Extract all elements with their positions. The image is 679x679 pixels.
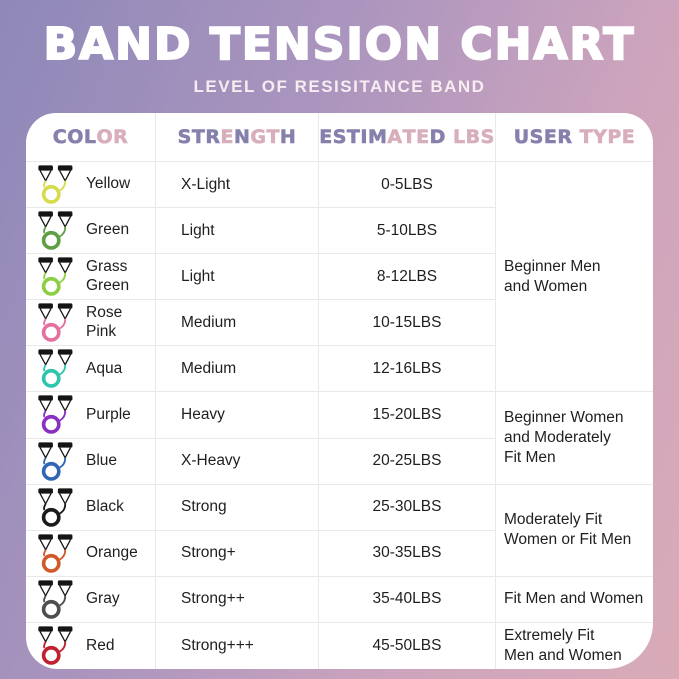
strength-cell-grass-green: Light <box>156 254 319 301</box>
strength-cell-green: Light <box>156 208 319 255</box>
strength-cell-red: Strong+++ <box>156 622 319 669</box>
color-cell-orange: Orange <box>26 530 156 577</box>
lbs-cell-gray: 35-40LBS <box>319 576 496 623</box>
masthead: BAND TENSION CHART LEVEL OF RESISITANCE … <box>0 0 679 113</box>
strength-cell-orange: Strong+ <box>156 530 319 577</box>
lbs-cell-rose-pink: 10-15LBS <box>319 300 496 347</box>
resistance-band-icon <box>38 395 73 435</box>
user-type-cell-5: Extremely Fit Men and Women <box>504 627 622 664</box>
page-subtitle: LEVEL OF RESISITANCE BAND <box>193 76 486 96</box>
color-cell-blue: Blue <box>26 438 156 485</box>
user-type-cell-4: Fit Men and Women <box>496 577 653 623</box>
color-name: Aqua <box>86 359 123 377</box>
resistance-band-icon <box>38 580 73 619</box>
color-name: Orange <box>86 543 138 561</box>
resistance-band-icon <box>38 442 73 481</box>
strength-cell-yellow: X-Light <box>156 162 319 209</box>
color-name: Grass Green <box>86 258 130 294</box>
color-cell-green: Green <box>26 208 156 255</box>
lbs-cell-aqua: 12-16LBS <box>319 346 496 393</box>
color-name: Gray <box>86 590 120 608</box>
color-name: Blue <box>86 451 118 469</box>
color-name: Purple <box>86 405 131 423</box>
page-title: BAND TENSION CHART <box>43 18 636 70</box>
color-cell-rose-pink: Rose Pink <box>26 300 156 347</box>
lbs-cell-green: 5-10LBS <box>319 208 496 255</box>
resistance-band-icon <box>38 211 73 250</box>
lbs-cell-orange: 30-35LBS <box>319 530 496 577</box>
resistance-band-icon <box>38 165 73 204</box>
user-type-cell-2: Beginner Women and Moderately Fit Men <box>496 392 653 485</box>
color-cell-purple: Purple <box>26 392 156 439</box>
strength-cell-purple: Heavy <box>156 392 319 439</box>
color-name: Red <box>86 636 115 654</box>
lbs-cell-red: 45-50LBS <box>319 622 496 669</box>
lbs-cell-yellow: 0-5LBS <box>319 162 496 209</box>
resistance-band-icon <box>38 488 73 527</box>
strength-cell-gray: Strong++ <box>156 576 319 623</box>
strength-cell-black: Strong <box>156 484 319 531</box>
lbs-cell-purple: 15-20LBS <box>319 392 496 439</box>
color-name: Green <box>86 221 130 239</box>
color-name: Black <box>86 497 124 515</box>
resistance-band-icon <box>38 303 73 343</box>
color-cell-yellow: Yellow <box>26 162 156 209</box>
color-name: Yellow <box>86 175 131 193</box>
color-cell-gray: Gray <box>26 576 156 623</box>
user-type-cell-1: Beginner Men and Women <box>496 162 653 393</box>
color-cell-red: Red <box>26 622 156 669</box>
color-name: Rose Pink <box>86 304 123 340</box>
resistance-band-icon <box>38 534 73 573</box>
strength-cell-aqua: Medium <box>156 346 319 393</box>
strength-cell-rose-pink: Medium <box>156 300 319 347</box>
strength-cell-blue: X-Heavy <box>156 438 319 485</box>
resistance-band-icon <box>38 257 73 297</box>
lbs-cell-blue: 20-25LBS <box>319 438 496 485</box>
lbs-cell-black: 25-30LBS <box>319 484 496 531</box>
user-type-cell-3: Moderately Fit Women or Fit Men <box>496 485 653 577</box>
lbs-cell-grass-green: 8-12LBS <box>319 254 496 301</box>
color-cell-black: Black <box>26 484 156 531</box>
resistance-band-icon <box>38 349 73 389</box>
color-cell-aqua: Aqua <box>26 346 156 393</box>
color-cell-grass-green: Grass Green <box>26 254 156 301</box>
resistance-band-icon <box>38 626 73 666</box>
